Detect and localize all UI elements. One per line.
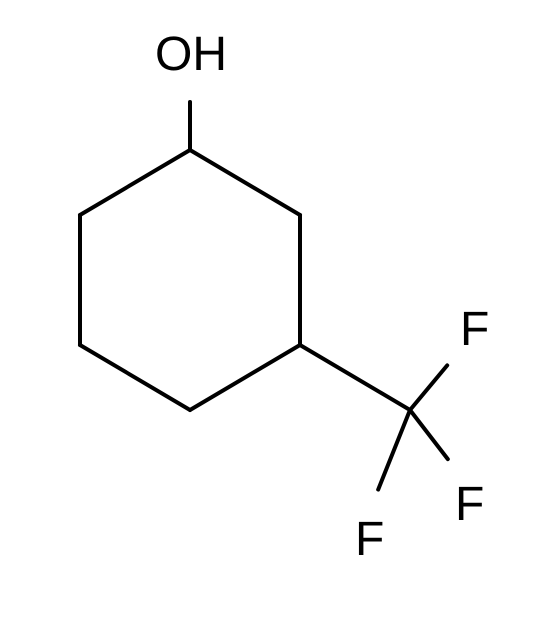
bond <box>300 345 410 410</box>
bond <box>80 345 190 410</box>
bond <box>410 410 448 459</box>
atom-label-f3: F <box>455 478 484 531</box>
bond <box>190 345 300 410</box>
atom-label-oh: OH <box>155 28 227 81</box>
atom-label-f2: F <box>355 513 384 566</box>
bond <box>378 410 410 490</box>
chemical-structure: OH F F F <box>0 0 536 640</box>
bond <box>80 150 190 215</box>
atom-label-f1: F <box>460 303 489 356</box>
bond <box>190 150 300 215</box>
bond <box>410 365 447 410</box>
